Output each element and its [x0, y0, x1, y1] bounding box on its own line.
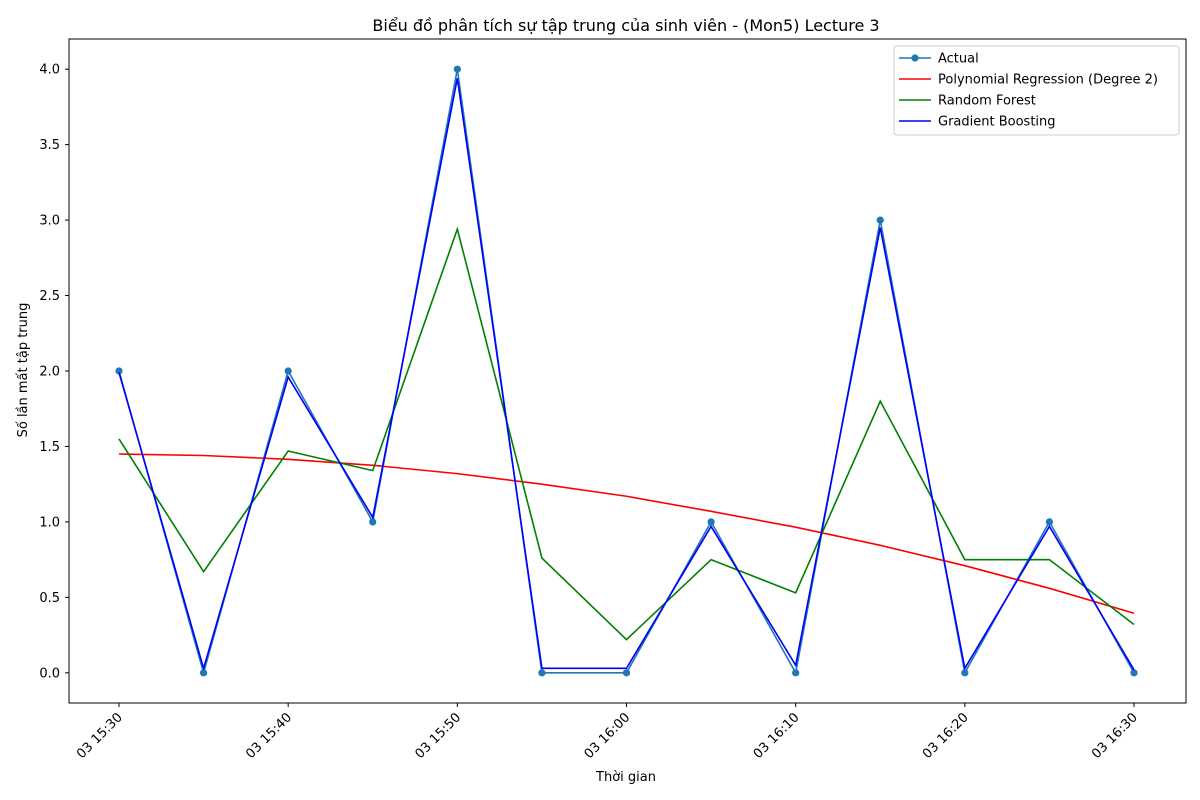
legend-label-0: Actual: [938, 52, 979, 67]
y-tick-label: 1.5: [39, 440, 60, 455]
y-tick-label: 4.0: [39, 63, 60, 78]
legend-label-2: Random Forest: [938, 94, 1036, 109]
data-point-0-9: [876, 216, 884, 224]
y-tick-label: 1.0: [39, 515, 60, 530]
data-point-0-0: [115, 367, 123, 375]
chart-title: Biểu đồ phân tích sự tập trung của sinh …: [372, 16, 879, 35]
series-line-1: [118, 453, 1135, 614]
series-line-3: [118, 78, 1135, 672]
y-tick-label: 0.0: [39, 666, 60, 681]
legend-marker-0: [911, 54, 919, 62]
y-tick-label: 0.5: [39, 591, 60, 606]
legend: Actual Polynomial Regression (Degree 2) Ra…: [893, 45, 1180, 136]
y-tick-label: 3.5: [39, 138, 60, 153]
legend-label-1: Polynomial Regression (Degree 2): [938, 73, 1158, 88]
data-point-0-10: [961, 669, 969, 677]
data-point-0-7: [707, 518, 715, 526]
series-line-2: [118, 226, 1135, 641]
data-point-0-1: [199, 669, 208, 677]
data-point-0-5: [538, 669, 546, 677]
legend-label-3: Gradient Boosting: [938, 115, 1056, 130]
data-point-0-11: [1045, 518, 1054, 526]
data-point-0-6: [622, 669, 631, 677]
y-axis-label: Số lần mất tập trung: [16, 303, 31, 438]
y-tick-label: 3.0: [39, 214, 60, 229]
data-point-0-4: [453, 65, 461, 73]
y-tick-label: 2.0: [39, 365, 60, 380]
data-point-0-12: [1130, 669, 1138, 677]
x-axis-label: Thời gian: [595, 770, 656, 785]
y-tick-label: 2.5: [39, 289, 60, 304]
data-point-0-3: [369, 518, 377, 526]
data-point-0-2: [284, 367, 292, 375]
data-point-0-8: [792, 669, 800, 677]
plot-area: [115, 65, 1138, 677]
legend-box: [893, 45, 1180, 136]
